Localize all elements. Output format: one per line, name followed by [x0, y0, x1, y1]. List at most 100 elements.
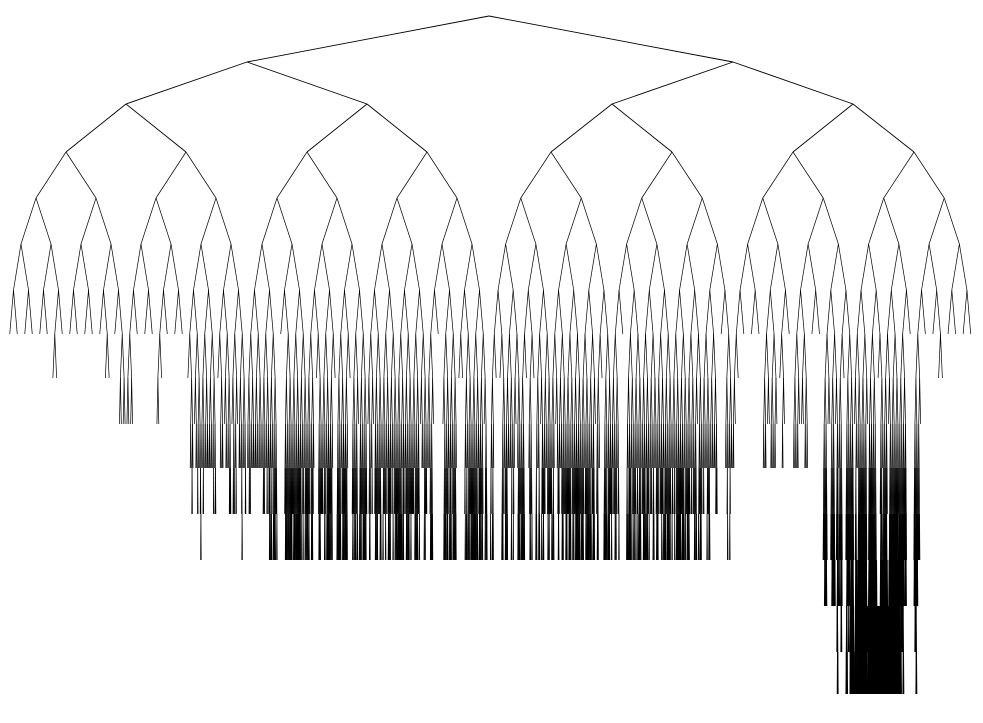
tree-edge [852, 103, 915, 153]
tree-edge [443, 377, 446, 425]
tree-edge [54, 289, 59, 335]
tree-edge [781, 333, 784, 379]
tree-edge [477, 377, 479, 425]
tree-edge [422, 333, 426, 379]
tree-edge [392, 333, 396, 379]
tree-edge [630, 333, 633, 379]
tree-edge [306, 151, 338, 199]
tree-edge [200, 197, 217, 245]
tree-edge [938, 333, 941, 379]
tree-edge [402, 377, 404, 425]
tree-edge [836, 377, 838, 425]
tree-edge [306, 103, 368, 153]
tree-edge [293, 377, 296, 425]
tree-edge [671, 151, 703, 199]
tree-edge [336, 197, 353, 245]
tree-edge [286, 333, 289, 379]
tree-edge [516, 333, 520, 379]
tree-edge [739, 289, 745, 335]
tree-edge [932, 289, 938, 335]
tree-edge [159, 289, 164, 335]
tree-edge [630, 289, 635, 335]
tree-edge [580, 197, 597, 245]
tree-edge [834, 333, 837, 379]
tree-edge [492, 333, 495, 379]
tree-edge [771, 333, 775, 379]
tree-edge [660, 333, 663, 379]
tree-edge [409, 377, 412, 425]
tree-edge [123, 377, 126, 425]
tree-edge [535, 243, 544, 291]
tree-edge [590, 333, 593, 379]
tree-edge [762, 151, 794, 199]
tree-edge [554, 333, 558, 379]
tree-edge [193, 243, 202, 291]
tree-edge [603, 289, 609, 335]
tree-edge [584, 289, 590, 335]
tree-edge [856, 289, 862, 335]
tree-edge [709, 243, 718, 291]
tree-edge [267, 377, 269, 425]
tree-edge [726, 377, 729, 425]
tree-edge [885, 333, 888, 379]
tree-edge [690, 333, 694, 379]
tree-edge [374, 289, 379, 335]
tree-edge [325, 289, 330, 335]
tree-edge [340, 333, 343, 379]
tree-edge [510, 377, 513, 425]
tree-edge [428, 377, 431, 425]
tree-edge [839, 377, 842, 425]
tree-edge [548, 377, 551, 425]
tree-edge [426, 151, 458, 199]
tree-edge [368, 333, 372, 379]
tree-edge [904, 377, 906, 425]
tree-edge [626, 197, 643, 245]
tree-edge [88, 289, 93, 335]
tree-edge [673, 333, 677, 379]
tree-edge [43, 289, 48, 335]
tree-edge [514, 377, 517, 425]
tree-edge [915, 333, 919, 379]
tree-edge [234, 333, 237, 379]
tree-edge [499, 333, 503, 379]
tree-edge [611, 61, 734, 105]
tree-edge [479, 289, 484, 335]
tree-edge [751, 289, 756, 335]
tree-edge [701, 197, 718, 245]
tree-edge [658, 333, 662, 379]
tree-edge [739, 243, 748, 291]
tree-edge [163, 289, 168, 335]
tree-edge [443, 333, 447, 379]
tree-edge [215, 197, 232, 245]
tree-edge [877, 333, 881, 379]
tree-edge [155, 151, 187, 199]
tree-edge [232, 333, 236, 379]
tree-edge [862, 333, 866, 379]
tree-edge [726, 333, 730, 379]
tree-edge [140, 243, 149, 291]
tree-edge [240, 377, 242, 425]
tree-edge [125, 103, 187, 153]
tree-edge [24, 289, 29, 335]
tree-edge [851, 377, 853, 425]
tree-edge [421, 333, 424, 379]
tree-edge [868, 243, 877, 291]
tree-edge [607, 333, 610, 379]
tree-edge [221, 377, 223, 425]
tree-edge [692, 377, 695, 425]
tree-edge [766, 333, 769, 379]
tree-edge [658, 377, 661, 425]
tree-edge [754, 289, 760, 335]
tree-edge [645, 333, 648, 379]
tree-edge [700, 377, 702, 425]
tree-edge [80, 197, 97, 245]
tree-edge [157, 377, 160, 425]
tree-edge [544, 377, 547, 425]
tree-edge [466, 333, 469, 379]
tree-edge [892, 377, 895, 425]
tree-edge [635, 377, 638, 425]
tree-edge [284, 289, 289, 335]
tree-edge [599, 333, 603, 379]
tree-edge [569, 289, 575, 335]
